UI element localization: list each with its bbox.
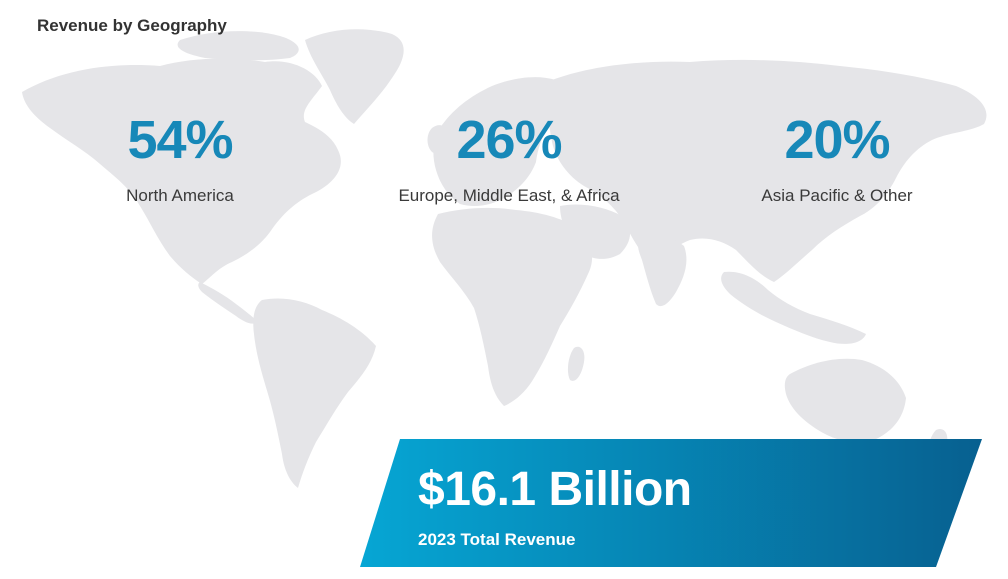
page-title: Revenue by Geography <box>37 16 227 35</box>
japan-shape <box>838 149 866 210</box>
total-revenue-banner <box>360 439 982 567</box>
region-percent: 26% <box>456 110 562 170</box>
region-stat-north-america: 54% North America <box>80 112 280 206</box>
region-label: Asia Pacific & Other <box>761 186 913 205</box>
region-label: Europe, Middle East, & Africa <box>398 186 620 205</box>
region-stat-emea: 26% Europe, Middle East, & Africa <box>360 112 658 206</box>
madagascar-shape <box>567 346 585 381</box>
region-percent: 20% <box>784 110 890 170</box>
region-percent: 54% <box>127 110 233 170</box>
banner-parallelogram <box>360 439 982 567</box>
africa-shape <box>432 207 593 406</box>
arctic-islands-shape <box>177 31 299 61</box>
southeast-asia-shape <box>721 271 866 344</box>
north-america-shape <box>22 58 341 284</box>
europe-shape <box>433 77 562 206</box>
middle-east-shape <box>560 204 631 259</box>
total-revenue-amount: $16.1 Billion <box>418 463 692 516</box>
uk-shape <box>427 125 447 154</box>
australia-shape <box>784 358 906 443</box>
south-america-shape <box>253 298 376 488</box>
central-america-shape <box>198 282 258 324</box>
india-shape <box>637 234 687 307</box>
asia-shape <box>548 59 987 283</box>
total-revenue-label: 2023 Total Revenue <box>418 530 576 549</box>
region-label: North America <box>126 186 234 205</box>
greenland-shape <box>305 29 404 125</box>
region-stat-asia-pacific: 20% Asia Pacific & Other <box>737 112 937 206</box>
